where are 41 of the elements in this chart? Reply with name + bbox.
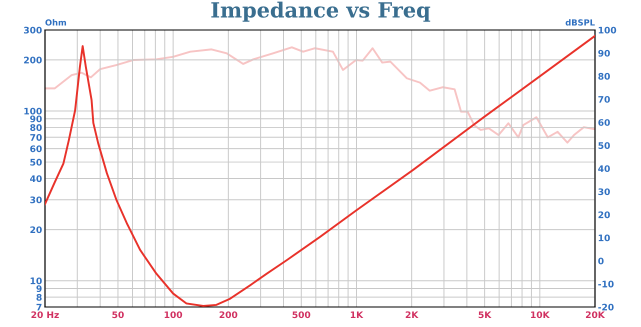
y2-axis-title: dBSPL: [566, 19, 595, 26]
x-tick-label: 20 Hz: [31, 311, 59, 318]
y-tick-label: 200: [24, 56, 42, 64]
x-tick-label: 5K: [478, 311, 492, 318]
y2-tick-label: 10: [598, 234, 610, 242]
y-tick-label: 60: [30, 145, 42, 152]
x-tick-label: 50: [112, 311, 124, 318]
x-tick-label: 1K: [350, 311, 364, 318]
y2-tick-label: 100: [598, 26, 616, 34]
y-tick-label: 40: [30, 175, 42, 182]
y2-tick-label: 20: [598, 211, 610, 218]
y-tick-label: 90: [30, 115, 42, 122]
y2-tick-label: -10: [598, 280, 614, 288]
x-tick-label: 200: [220, 311, 238, 318]
y-tick-label: 80: [30, 124, 42, 131]
y-tick-label: 8: [36, 294, 42, 301]
y2-tick-label: 30: [598, 188, 610, 196]
y-tick-label: 10: [30, 277, 42, 284]
y-tick-label: 30: [30, 196, 42, 204]
y2-tick-label: 80: [598, 72, 610, 80]
y-tick-label: 70: [30, 134, 42, 141]
y2-tick-label: 0: [598, 258, 604, 264]
y-tick-label: 300: [24, 26, 42, 34]
y2-tick-label: 90: [598, 50, 610, 57]
y2-tick-label: 70: [598, 96, 610, 103]
x-tick-label: 100: [164, 311, 182, 318]
y-tick-label: 9: [36, 285, 42, 292]
y2-tick-label: 50: [598, 142, 610, 149]
y-tick-label: 100: [24, 108, 42, 115]
y2-tick-label: 40: [598, 165, 610, 172]
x-tick-label: 2K: [406, 311, 419, 318]
y-tick-label: 7: [36, 304, 42, 310]
y2-tick-label: -20: [598, 304, 614, 311]
y-tick-label: 20: [30, 226, 42, 234]
x-tick-label: 500: [292, 311, 310, 318]
chart-title: Impedance vs Freq: [211, 2, 430, 22]
y-tick-label: 50: [30, 158, 42, 166]
y-axis-title: Ohm: [45, 19, 66, 26]
y2-tick-label: 60: [598, 119, 610, 126]
x-tick-label: 20K: [586, 311, 606, 318]
x-tick-label: 10K: [531, 311, 550, 318]
